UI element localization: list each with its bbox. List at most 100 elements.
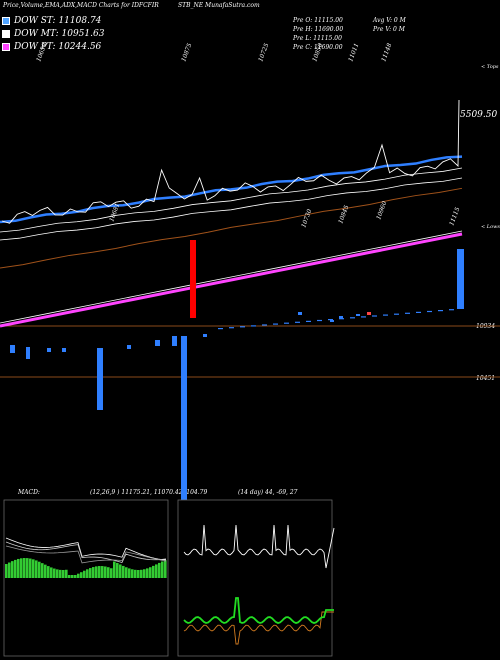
macd-histogram-bar xyxy=(41,563,44,578)
ramp-mark xyxy=(416,311,421,313)
macd-third-line xyxy=(5,545,167,564)
dow-mt-lower xyxy=(0,177,463,241)
macd-histogram-bar xyxy=(161,561,164,578)
ramp-mark xyxy=(273,323,278,325)
legend-label-pt: DOW PT: 10244.56 xyxy=(14,42,102,52)
macd-histogram-bar xyxy=(38,561,41,578)
macd-histogram-bar xyxy=(77,573,80,578)
top-price-label: 10650 xyxy=(35,42,48,63)
plus-di-line xyxy=(183,597,334,624)
ema-long-line xyxy=(0,187,463,269)
volume-bar xyxy=(62,348,66,352)
ramp-mark xyxy=(328,319,333,321)
minus-di-line xyxy=(183,611,334,645)
macd-histogram-bar xyxy=(8,562,11,578)
ramp-mark xyxy=(350,317,355,319)
macd-histogram-bar xyxy=(92,567,95,578)
macd-histogram-bar xyxy=(95,566,98,578)
macd-histogram-bar xyxy=(14,559,17,578)
level-label-2: 10451 xyxy=(476,375,496,382)
macd-histogram-bar xyxy=(53,568,56,578)
last-price-label: 5509.50 xyxy=(460,110,498,120)
ramp-mark xyxy=(405,312,410,314)
macd-histogram-bar xyxy=(119,564,122,578)
macd-histogram-bar xyxy=(164,560,167,578)
macd-histogram-bar xyxy=(20,558,23,578)
legend-dow-pt: DOW PT: 10244.56 xyxy=(2,40,101,54)
adx-values: (14 day) 44, -69, 27 xyxy=(238,489,298,496)
macd-histogram-bar xyxy=(80,572,83,578)
low-price-label: 10845 xyxy=(337,204,350,225)
macd-histogram-bar xyxy=(50,567,53,578)
macd-histogram-bar xyxy=(86,569,89,578)
legend-dow-st: DOW ST: 11108.74 xyxy=(2,14,101,28)
chart-title-right: STB_NE MunafaSutra.com xyxy=(178,2,260,9)
low-price-label: 10730 xyxy=(300,208,313,229)
volume-bar xyxy=(330,320,334,322)
macd-histogram-bar xyxy=(56,569,59,578)
macd-histogram-bar xyxy=(89,568,92,578)
macd-histogram-bar xyxy=(11,561,14,578)
top-price-label: 10725 xyxy=(257,42,270,63)
volume-bar xyxy=(190,240,196,318)
macd-histogram-bar xyxy=(17,558,20,578)
ramp-mark xyxy=(284,322,289,324)
volume-bar xyxy=(26,347,30,359)
macd-histogram-bar xyxy=(128,568,131,578)
macd-histogram-bar xyxy=(62,569,65,578)
macd-histogram-bar xyxy=(44,564,47,578)
macd-histogram-bar xyxy=(137,569,140,578)
macd-histogram-bar xyxy=(32,559,35,578)
macd-histogram-bar xyxy=(143,569,146,578)
legend-swatch-st xyxy=(2,17,10,25)
macd-histogram-bar xyxy=(149,567,152,578)
macd-histogram-bar xyxy=(98,566,101,578)
ramp-mark xyxy=(394,313,399,315)
macd-histogram-bar xyxy=(125,567,128,578)
ramp-mark xyxy=(306,320,311,322)
macd-histogram-bar xyxy=(68,575,71,578)
ramp-mark xyxy=(240,326,245,328)
adx-line xyxy=(183,524,335,569)
legend-label-mt: DOW MT: 10951.63 xyxy=(14,29,105,39)
low-price-label: 11115 xyxy=(448,206,461,227)
macd-histogram-bar xyxy=(74,575,77,578)
top-price-label: 11148 xyxy=(380,42,393,63)
lows-marker: < Lows xyxy=(481,224,500,230)
volume-bar xyxy=(181,336,187,524)
volume-bar xyxy=(47,348,51,352)
macd-histogram-bar xyxy=(122,565,125,578)
volume-bar xyxy=(298,312,302,315)
ohlc-high: Pre H: 11690.00 xyxy=(293,26,344,33)
macd-histogram-bar xyxy=(146,568,149,578)
volume-bar xyxy=(97,348,103,410)
dow-mt-upper xyxy=(0,167,463,233)
ramp-mark xyxy=(339,318,344,320)
macd-histogram-bar xyxy=(83,570,86,578)
ramp-mark xyxy=(383,314,388,316)
legend-swatch-mt xyxy=(2,30,10,38)
price-line xyxy=(1,99,460,224)
ramp-mark xyxy=(229,327,234,329)
ohlc-low: Pre L: 11115.00 xyxy=(293,35,342,42)
legend-label-st: DOW ST: 11108.74 xyxy=(14,16,102,26)
macd-histogram-bar xyxy=(47,566,50,578)
macd-values: (12,26,9 ) 11175.21, 11070.42, 104.79 xyxy=(90,489,208,496)
ramp-mark xyxy=(251,325,256,327)
volume-bar xyxy=(172,336,177,346)
macd-histogram-bar xyxy=(35,560,38,578)
macd-histogram-bar xyxy=(104,566,107,578)
macd-histogram-bar xyxy=(140,569,143,578)
ramp-mark xyxy=(262,324,267,326)
prev-volume: Pre V: 0 M xyxy=(373,26,405,33)
volume-bar xyxy=(10,345,15,353)
ramp-mark xyxy=(449,309,454,311)
dow-pt-line xyxy=(0,232,463,328)
macd-label: MACD: xyxy=(18,489,40,496)
avg-volume: Avg V: 0 M xyxy=(373,17,406,24)
macd-histogram-bar xyxy=(155,564,158,578)
macd-histogram-bar xyxy=(131,569,134,578)
ohlc-close: Pre C: 11690.00 xyxy=(293,44,343,51)
macd-line xyxy=(5,537,167,561)
